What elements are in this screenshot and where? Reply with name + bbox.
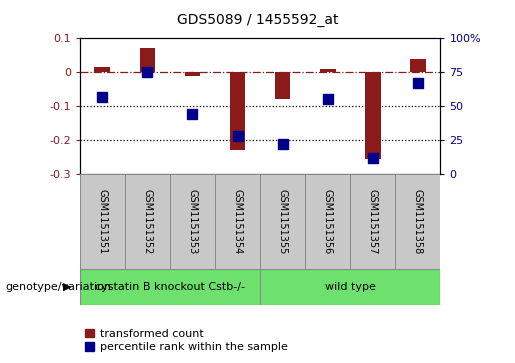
Point — [369, 155, 377, 161]
Text: GSM1151358: GSM1151358 — [413, 189, 423, 254]
Bar — [94, 67, 110, 72]
Bar — [274, 72, 290, 99]
Bar — [410, 58, 426, 72]
Bar — [260, 174, 305, 269]
Text: GSM1151356: GSM1151356 — [323, 189, 333, 254]
Point — [233, 133, 242, 139]
Bar — [305, 174, 350, 269]
Bar — [140, 48, 156, 72]
Text: GSM1151353: GSM1151353 — [187, 189, 197, 254]
Legend: transformed count, percentile rank within the sample: transformed count, percentile rank withi… — [85, 329, 288, 352]
Bar — [350, 174, 396, 269]
Point — [188, 111, 197, 117]
Text: GSM1151351: GSM1151351 — [97, 189, 107, 254]
Bar — [80, 174, 125, 269]
Text: cystatin B knockout Cstb-/-: cystatin B knockout Cstb-/- — [95, 282, 245, 292]
Bar — [320, 69, 336, 72]
Text: wild type: wild type — [325, 282, 375, 292]
Bar — [125, 174, 170, 269]
Text: ▶: ▶ — [63, 282, 71, 292]
Bar — [365, 72, 381, 159]
Text: GSM1151355: GSM1151355 — [278, 189, 287, 254]
Bar — [184, 72, 200, 76]
Text: GSM1151357: GSM1151357 — [368, 189, 377, 254]
Point — [323, 97, 332, 102]
Text: GDS5089 / 1455592_at: GDS5089 / 1455592_at — [177, 13, 338, 27]
Bar — [396, 174, 440, 269]
Point — [143, 69, 151, 75]
Point — [414, 80, 422, 86]
Text: GSM1151354: GSM1151354 — [233, 189, 243, 254]
Bar — [170, 174, 215, 269]
Point — [279, 141, 287, 147]
Bar — [230, 72, 246, 150]
Text: GSM1151352: GSM1151352 — [143, 189, 152, 254]
Text: genotype/variation: genotype/variation — [5, 282, 111, 292]
Point — [98, 94, 107, 99]
Bar — [215, 174, 260, 269]
